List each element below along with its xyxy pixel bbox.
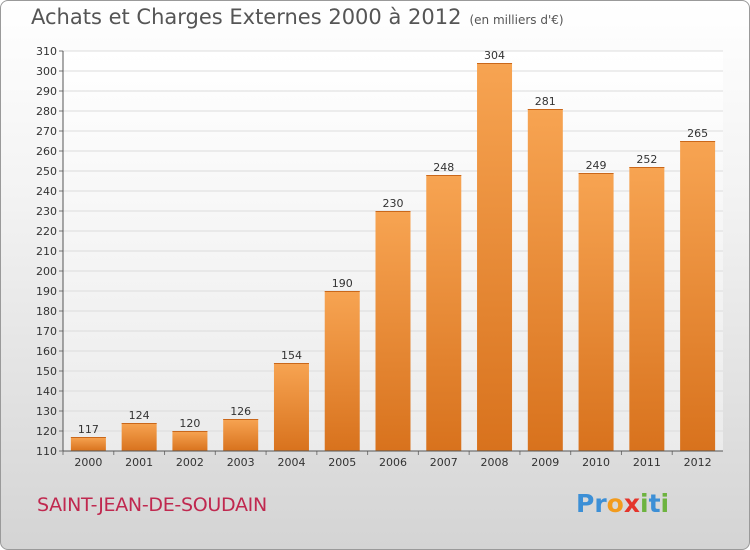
y-tick-label: 240 bbox=[36, 185, 57, 198]
y-tick-label: 310 bbox=[36, 45, 57, 58]
bar bbox=[629, 167, 665, 451]
y-tick-label: 130 bbox=[36, 405, 57, 418]
y-tick-label: 170 bbox=[36, 325, 57, 338]
bar bbox=[172, 431, 208, 451]
x-tick-label: 2005 bbox=[328, 456, 356, 469]
proxiti-logo: Proxiti bbox=[576, 489, 669, 518]
axes bbox=[62, 51, 723, 452]
bar-value-label: 126 bbox=[230, 405, 251, 418]
x-tick-label: 2001 bbox=[125, 456, 153, 469]
bar bbox=[273, 363, 309, 451]
y-tick-label: 290 bbox=[36, 85, 57, 98]
bar bbox=[324, 291, 360, 451]
y-tick-label: 300 bbox=[36, 65, 57, 78]
bar bbox=[680, 141, 716, 451]
y-tick-label: 270 bbox=[36, 125, 57, 138]
logo-letter: o bbox=[606, 489, 624, 518]
x-tick-label: 2011 bbox=[633, 456, 661, 469]
x-tick-label: 2010 bbox=[582, 456, 610, 469]
logo-letter: t bbox=[648, 489, 661, 518]
bar-value-label: 249 bbox=[586, 159, 607, 172]
y-tick-label: 230 bbox=[36, 205, 57, 218]
bar-value-label: 304 bbox=[484, 49, 505, 62]
chart-subtitle: (en milliers d'€) bbox=[469, 13, 564, 27]
bar-value-label: 248 bbox=[433, 161, 454, 174]
bar-value-label: 281 bbox=[535, 95, 556, 108]
x-tick-label: 2008 bbox=[481, 456, 509, 469]
y-tick-label: 110 bbox=[36, 445, 57, 458]
bar-value-label: 252 bbox=[636, 153, 657, 166]
y-tick-label: 140 bbox=[36, 385, 57, 398]
logo-letter: P bbox=[576, 489, 595, 518]
y-tick-label: 190 bbox=[36, 285, 57, 298]
y-tick-label: 160 bbox=[36, 345, 57, 358]
bar-value-label: 230 bbox=[383, 197, 404, 210]
bar-value-label: 120 bbox=[179, 417, 200, 430]
y-tick-label: 210 bbox=[36, 245, 57, 258]
bars bbox=[70, 63, 716, 451]
x-tick-label: 2006 bbox=[379, 456, 407, 469]
logo-letter: r bbox=[594, 489, 607, 518]
x-tick-label: 2000 bbox=[74, 456, 102, 469]
y-tick-label: 280 bbox=[36, 105, 57, 118]
logo-letter: i bbox=[660, 489, 670, 518]
bar-value-label: 190 bbox=[332, 277, 353, 290]
bar-value-label: 154 bbox=[281, 349, 302, 362]
bar bbox=[426, 175, 462, 451]
bar-value-label: 117 bbox=[78, 423, 99, 436]
bar bbox=[477, 63, 513, 451]
x-tick-label: 2002 bbox=[176, 456, 204, 469]
y-tick-label: 260 bbox=[36, 145, 57, 158]
y-tick-label: 200 bbox=[36, 265, 57, 278]
chart-title: Achats et Charges Externes 2000 à 2012 (e… bbox=[31, 5, 564, 29]
x-tick-label: 2007 bbox=[430, 456, 458, 469]
x-tick-label: 2004 bbox=[277, 456, 305, 469]
bar bbox=[121, 423, 157, 451]
bar bbox=[70, 437, 106, 451]
bar-value-label: 265 bbox=[687, 127, 708, 140]
x-tick-label: 2012 bbox=[684, 456, 712, 469]
x-tick-label: 2009 bbox=[531, 456, 559, 469]
bar bbox=[375, 211, 411, 451]
commune-name: SAINT-JEAN-DE-SOUDAIN bbox=[37, 494, 267, 516]
y-tick-label: 150 bbox=[36, 365, 57, 378]
y-tick-label: 220 bbox=[36, 225, 57, 238]
y-tick-label: 120 bbox=[36, 425, 57, 438]
bar bbox=[223, 419, 259, 451]
logo-letter: x bbox=[623, 489, 640, 518]
y-tick-label: 250 bbox=[36, 165, 57, 178]
logo-letter: i bbox=[640, 489, 649, 518]
labels: 110 120 130 140 150 160 170 180 190 200 210 220 230 2… bbox=[36, 45, 712, 469]
bar-value-label: 124 bbox=[129, 409, 150, 422]
title-text: Achats et Charges Externes 2000 à 2012 bbox=[31, 5, 462, 29]
bar bbox=[578, 173, 614, 451]
x-tick-label: 2003 bbox=[227, 456, 255, 469]
bar bbox=[527, 109, 563, 451]
y-tick-label: 180 bbox=[36, 305, 57, 318]
